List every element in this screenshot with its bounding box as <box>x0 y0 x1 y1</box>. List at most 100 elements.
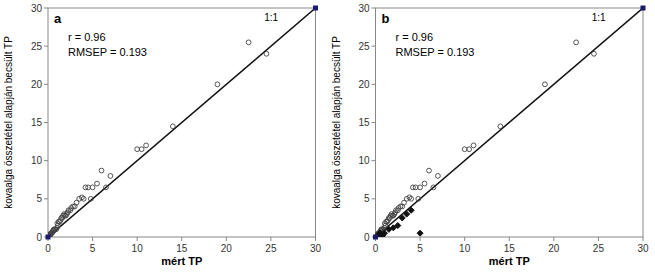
x-tick-label: 10 <box>459 243 471 254</box>
x-tick-label: 5 <box>417 243 423 254</box>
circle-point <box>144 143 149 148</box>
x-tick <box>315 237 316 241</box>
panel-label: b <box>382 11 390 26</box>
x-tick <box>226 237 227 241</box>
y-tick <box>372 198 376 199</box>
y-tick <box>372 122 376 123</box>
diamond-point <box>381 230 387 236</box>
circle-point <box>422 181 427 186</box>
circle-point <box>418 185 423 190</box>
panel: 051015202530051015202530mért TPkovaalga … <box>331 3 649 268</box>
x-tick <box>553 237 554 241</box>
x-tick-label: 15 <box>176 243 188 254</box>
y-tick-label: 5 <box>36 193 42 204</box>
y-tick-label: 5 <box>364 193 370 204</box>
circle-point <box>104 185 109 190</box>
y-tick <box>44 84 48 85</box>
y-tick-label: 15 <box>358 117 370 128</box>
x-tick-label: 30 <box>310 243 322 254</box>
x-axis-label: mért TP <box>161 255 202 267</box>
x-tick-label: 10 <box>132 243 144 254</box>
x-tick-label: 0 <box>373 243 379 254</box>
y-tick-label: 0 <box>36 232 42 243</box>
y-tick-label: 30 <box>358 3 370 14</box>
annotation: RMSEP = 0.193 <box>396 46 475 58</box>
circle-point <box>431 185 436 190</box>
circle-point <box>416 196 421 201</box>
x-tick-label: 5 <box>90 243 96 254</box>
corner-point <box>641 6 646 11</box>
y-tick-label: 10 <box>358 155 370 166</box>
figure: 0 5 10 15 20 25 30 0 5 10 15 20 25 30 mért TP kovaalga … <box>0 0 655 273</box>
circle-point <box>471 143 476 148</box>
x-tick-label: 15 <box>504 243 516 254</box>
y-tick-label: 25 <box>358 41 370 52</box>
circle-point <box>436 174 441 179</box>
annotation: RMSEP = 0.193 <box>68 46 147 58</box>
corner-point <box>313 6 318 11</box>
one-to-one-line <box>376 8 644 237</box>
diamond-point <box>408 207 414 213</box>
x-axis-label: mért TP <box>489 255 530 267</box>
x-tick <box>420 237 421 241</box>
y-tick <box>44 122 48 123</box>
circle-point <box>264 51 269 56</box>
circle-point <box>543 82 548 87</box>
circle-point <box>139 147 144 152</box>
x-tick <box>598 237 599 241</box>
y-axis-label: kovaalga összetétel alapján becsült TP <box>3 36 14 209</box>
circle-point <box>427 168 432 173</box>
y-tick <box>372 160 376 161</box>
x-tick <box>464 237 465 241</box>
annotation: 1:1 <box>592 12 606 23</box>
y-tick-label: 25 <box>31 41 43 52</box>
y-tick <box>44 8 48 9</box>
y-tick <box>44 160 48 161</box>
circle-point <box>90 185 95 190</box>
annotation: r = 0.96 <box>68 31 106 43</box>
annotation: 1:1 <box>264 12 278 23</box>
y-tick <box>44 198 48 199</box>
x-tick-label: 25 <box>593 243 605 254</box>
data-layer <box>376 8 644 237</box>
circle-point <box>95 181 100 186</box>
circle-point <box>170 124 175 129</box>
x-tick <box>509 237 510 241</box>
circle-point <box>81 196 86 201</box>
x-tick <box>643 237 644 241</box>
y-tick <box>372 46 376 47</box>
annotation: r = 0.96 <box>396 31 434 43</box>
corner-point <box>46 235 51 240</box>
plot-frame <box>48 8 316 237</box>
diamond-point <box>399 215 405 221</box>
plot-frame <box>376 8 644 237</box>
y-tick <box>44 46 48 47</box>
x-tick-label: 0 <box>45 243 51 254</box>
x-tick-label: 20 <box>221 243 233 254</box>
y-axis-label: kovaalga összetétel alapján becsült TP <box>331 36 342 209</box>
x-tick-label: 20 <box>548 243 560 254</box>
circle-point <box>88 196 93 201</box>
circle-point <box>108 174 113 179</box>
y-tick <box>372 8 376 9</box>
circle-point <box>409 196 414 201</box>
circle-point <box>246 40 251 45</box>
y-tick-label: 30 <box>31 3 43 14</box>
panel: 0 5 10 15 20 25 30 0 5 10 15 20 25 30 mért TP kovaalga … <box>3 3 321 268</box>
x-tick <box>181 237 182 241</box>
y-tick-label: 15 <box>31 117 43 128</box>
diamond-point <box>404 211 410 217</box>
x-tick-label: 25 <box>265 243 277 254</box>
circle-point <box>215 82 220 87</box>
panel-label: a <box>54 11 62 26</box>
x-tick <box>270 237 271 241</box>
y-tick-label: 20 <box>31 79 43 90</box>
x-tick <box>92 237 93 241</box>
one-to-one-line <box>48 8 316 237</box>
diamond-point <box>417 230 423 236</box>
data-layer <box>48 8 315 237</box>
circle-point <box>498 124 503 129</box>
circle-point <box>592 51 597 56</box>
circle-point <box>574 40 579 45</box>
y-tick-label: 10 <box>31 155 43 166</box>
